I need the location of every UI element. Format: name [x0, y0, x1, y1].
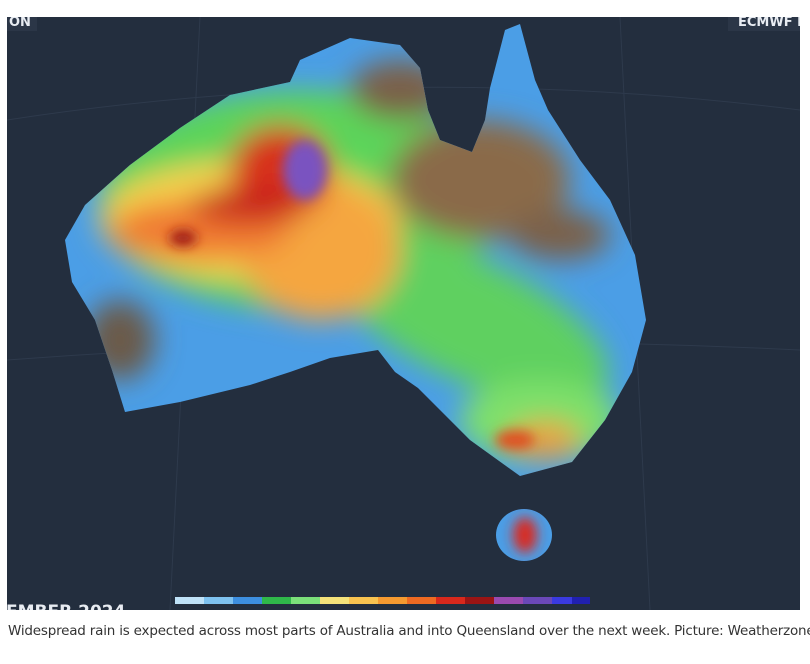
overlay-label: ECMWF F — [738, 15, 806, 30]
colorbar — [175, 597, 590, 604]
caption: Widespread rain is expected across most … — [8, 623, 810, 639]
overlay-date: EMBER 2024 — [6, 602, 126, 622]
image-area: ON ECMWF F EMBER 2024 — [6, 15, 806, 622]
overlay-label: ON — [9, 15, 31, 30]
